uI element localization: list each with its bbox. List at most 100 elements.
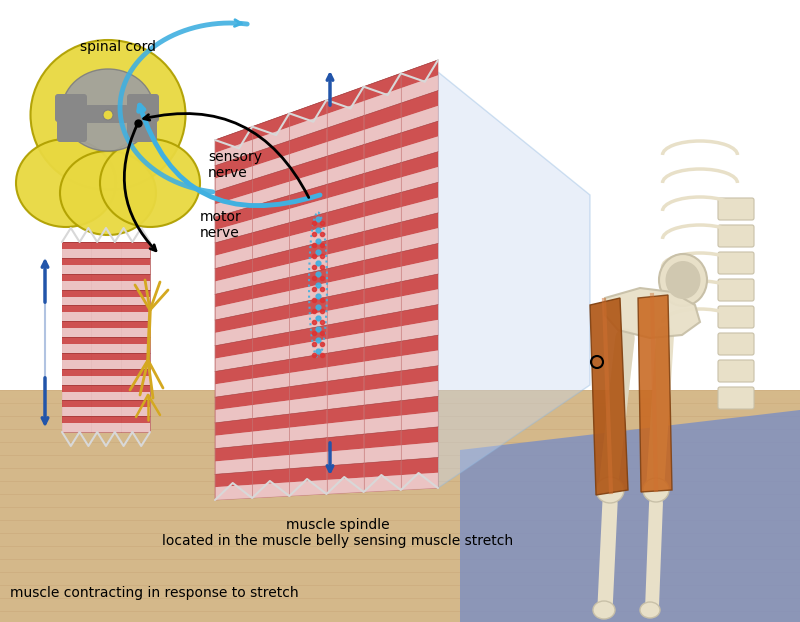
Polygon shape xyxy=(326,188,364,213)
Polygon shape xyxy=(215,193,252,217)
Polygon shape xyxy=(364,386,401,405)
Bar xyxy=(62,384,91,392)
Bar xyxy=(62,401,91,407)
Bar xyxy=(62,258,91,265)
Polygon shape xyxy=(326,448,364,466)
Polygon shape xyxy=(215,259,252,281)
Polygon shape xyxy=(252,482,290,498)
Ellipse shape xyxy=(643,478,669,502)
Polygon shape xyxy=(364,222,401,246)
Ellipse shape xyxy=(596,477,624,503)
Bar xyxy=(91,328,121,337)
Ellipse shape xyxy=(666,261,701,299)
Polygon shape xyxy=(326,261,364,283)
Polygon shape xyxy=(364,430,401,448)
Bar xyxy=(121,305,150,312)
FancyBboxPatch shape xyxy=(127,116,157,142)
Polygon shape xyxy=(364,192,401,217)
Polygon shape xyxy=(401,457,438,475)
Polygon shape xyxy=(401,259,438,282)
Polygon shape xyxy=(252,373,290,392)
FancyBboxPatch shape xyxy=(718,198,754,220)
Polygon shape xyxy=(215,471,252,487)
Polygon shape xyxy=(290,424,326,442)
Bar xyxy=(121,249,150,258)
Bar xyxy=(62,297,91,305)
Polygon shape xyxy=(252,209,290,233)
Polygon shape xyxy=(290,156,326,182)
Text: spinal cord: spinal cord xyxy=(80,40,156,54)
Bar xyxy=(62,328,91,337)
Bar xyxy=(121,337,150,344)
Polygon shape xyxy=(364,371,401,391)
FancyBboxPatch shape xyxy=(127,94,159,122)
Polygon shape xyxy=(401,427,438,445)
Bar xyxy=(0,390,800,398)
FancyBboxPatch shape xyxy=(718,360,754,382)
Text: muscle contracting in response to stretch: muscle contracting in response to stretc… xyxy=(10,586,298,600)
Polygon shape xyxy=(401,198,438,222)
Polygon shape xyxy=(326,130,364,156)
Polygon shape xyxy=(290,297,326,318)
Polygon shape xyxy=(638,295,672,492)
Bar xyxy=(62,274,91,281)
Bar xyxy=(0,422,800,430)
Polygon shape xyxy=(401,243,438,267)
Polygon shape xyxy=(326,289,364,311)
Ellipse shape xyxy=(593,601,615,619)
Polygon shape xyxy=(364,237,401,261)
Polygon shape xyxy=(401,366,438,386)
Bar xyxy=(121,289,150,297)
Polygon shape xyxy=(364,118,401,144)
Bar xyxy=(62,360,91,369)
Polygon shape xyxy=(326,478,364,494)
Polygon shape xyxy=(401,396,438,415)
Polygon shape xyxy=(252,332,290,352)
Polygon shape xyxy=(401,305,438,327)
Polygon shape xyxy=(215,325,252,346)
Ellipse shape xyxy=(103,110,113,120)
Polygon shape xyxy=(326,217,364,241)
Polygon shape xyxy=(215,485,252,500)
Bar xyxy=(91,369,121,376)
Polygon shape xyxy=(326,86,364,114)
Polygon shape xyxy=(364,312,401,333)
Polygon shape xyxy=(326,101,364,128)
Polygon shape xyxy=(252,182,290,207)
Bar xyxy=(121,281,150,289)
Polygon shape xyxy=(290,438,326,455)
Polygon shape xyxy=(401,473,438,490)
Bar xyxy=(91,305,121,312)
Bar xyxy=(62,353,91,360)
Bar xyxy=(62,321,91,328)
Polygon shape xyxy=(364,103,401,130)
Bar xyxy=(121,407,150,416)
Bar xyxy=(91,344,121,353)
Polygon shape xyxy=(215,272,252,294)
Bar xyxy=(121,392,150,401)
Polygon shape xyxy=(290,353,326,373)
FancyBboxPatch shape xyxy=(718,306,754,328)
Polygon shape xyxy=(252,346,290,365)
Polygon shape xyxy=(326,159,364,185)
Polygon shape xyxy=(605,288,700,338)
Polygon shape xyxy=(290,480,326,496)
Polygon shape xyxy=(215,167,252,192)
Polygon shape xyxy=(364,356,401,376)
Bar xyxy=(121,274,150,281)
Ellipse shape xyxy=(16,139,116,227)
FancyBboxPatch shape xyxy=(718,252,754,274)
Polygon shape xyxy=(364,252,401,275)
Bar xyxy=(62,407,91,416)
Ellipse shape xyxy=(659,254,707,306)
Polygon shape xyxy=(364,401,401,420)
Polygon shape xyxy=(326,434,364,452)
Bar xyxy=(121,312,150,321)
Polygon shape xyxy=(326,376,364,396)
Polygon shape xyxy=(364,445,401,463)
Polygon shape xyxy=(401,381,438,401)
Polygon shape xyxy=(326,174,364,198)
Polygon shape xyxy=(252,195,290,220)
Polygon shape xyxy=(290,339,326,360)
Polygon shape xyxy=(290,114,326,141)
